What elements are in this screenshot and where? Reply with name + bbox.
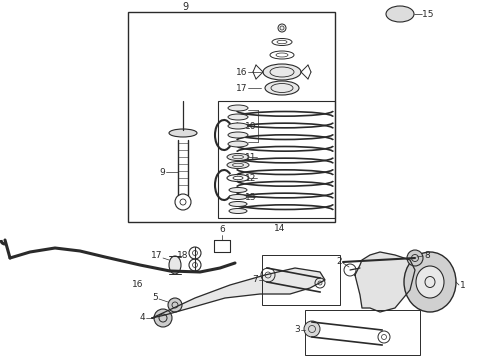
Circle shape (154, 309, 172, 327)
Ellipse shape (227, 162, 249, 168)
Text: 10: 10 (245, 122, 256, 131)
Text: 1: 1 (460, 280, 466, 289)
Text: 14: 14 (274, 224, 286, 233)
Ellipse shape (169, 129, 197, 137)
Circle shape (278, 24, 286, 32)
Text: 9: 9 (182, 2, 188, 12)
Text: —15: —15 (414, 9, 435, 18)
Polygon shape (355, 252, 415, 312)
Text: 2: 2 (336, 257, 342, 266)
Text: 11: 11 (245, 153, 256, 162)
Text: 6: 6 (219, 225, 225, 234)
Ellipse shape (228, 105, 248, 111)
Ellipse shape (228, 132, 248, 138)
Bar (218, 101, 335, 218)
Text: 12: 12 (245, 174, 256, 183)
Text: 9: 9 (159, 167, 165, 176)
Text: 7: 7 (252, 275, 258, 284)
Bar (262, 255, 340, 305)
Bar (128, 12, 335, 222)
Text: 4: 4 (139, 314, 145, 323)
Ellipse shape (229, 202, 247, 207)
Ellipse shape (169, 256, 181, 274)
Ellipse shape (265, 81, 299, 95)
Ellipse shape (228, 114, 248, 120)
Bar (305, 310, 420, 355)
Text: 13: 13 (245, 193, 256, 202)
Circle shape (304, 321, 320, 337)
Ellipse shape (229, 208, 247, 213)
Text: 16: 16 (132, 280, 144, 289)
Ellipse shape (404, 252, 456, 312)
Text: 5: 5 (152, 293, 158, 302)
Text: 18: 18 (176, 251, 188, 260)
Circle shape (168, 298, 182, 312)
Text: 3: 3 (294, 325, 300, 334)
Circle shape (407, 250, 423, 266)
Text: 17: 17 (236, 84, 247, 93)
Ellipse shape (228, 123, 248, 129)
Text: 17: 17 (150, 252, 162, 261)
Ellipse shape (229, 188, 247, 193)
Ellipse shape (228, 141, 248, 147)
Text: 8: 8 (424, 252, 430, 261)
Ellipse shape (386, 6, 414, 22)
Ellipse shape (229, 194, 247, 199)
Ellipse shape (416, 266, 444, 298)
Ellipse shape (227, 153, 249, 161)
Ellipse shape (263, 64, 301, 80)
Text: 16: 16 (236, 68, 247, 77)
Polygon shape (152, 268, 325, 318)
